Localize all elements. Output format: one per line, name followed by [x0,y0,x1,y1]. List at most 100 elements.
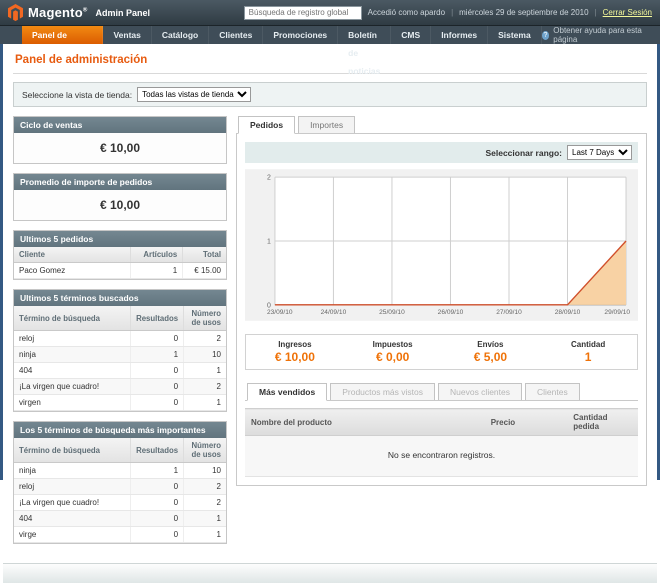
left-column: Ciclo de ventas € 10,00 Promedio de impo… [13,116,227,553]
brand-suffix: Admin Panel [95,8,150,18]
total-ingresos: Ingresos€ 10,00 [246,340,344,364]
column-header-termino-de-busqueda: Término de búsqueda [14,306,131,331]
total-cantidad: Cantidad1 [539,340,637,364]
svg-text:26/09/10: 26/09/10 [438,309,464,316]
box-title: Los 5 términos de búsqueda más important… [14,422,226,438]
app-header: Magento® Admin Panel Accedió como apardo… [0,0,660,26]
total-value: € 10,00 [246,350,344,364]
svg-text:29/09/10: 29/09/10 [604,309,630,316]
table-row: 40401 [14,363,226,379]
total-envios: Envíos€ 5,00 [442,340,540,364]
column-header-cantidad-pedida: Cantidad pedida [567,409,638,436]
tab-productos-mas-vistos: Productos más vistos [330,383,435,400]
box-title: Ultimos 5 términos buscados [14,290,226,306]
last-orders-table: ClienteArtículosTotalPaco Gomez1€ 15.00 [14,247,226,279]
column-header-termino-de-busqueda: Término de búsqueda [14,438,131,463]
table-row: ¡La virgen que cuadro!02 [14,379,226,395]
column-header-numero-de-usos: Número de usos [184,306,226,331]
page-title: Panel de administración [13,52,647,74]
brand-name: Magento® [28,5,87,20]
logged-in-text: Accedió como apardo [368,8,445,17]
header-separator: | [595,8,597,17]
chart-tab-strip: Pedidos Importes [236,116,647,134]
logout-link[interactable]: Cerrar Sesión [603,8,652,17]
nav-item-promociones[interactable]: Promociones [263,26,338,44]
chart-wrap: 01223/09/1024/09/1025/09/1026/09/1027/09… [245,169,638,326]
nav-item-panel-de-administracion[interactable]: Panel de administración [22,26,103,44]
empty-row: No se encontraron registros. [245,436,638,477]
page-footer [3,563,657,583]
main-nav: Panel de administraciónVentasCatálogoCli… [0,26,660,44]
svg-text:25/09/10: 25/09/10 [379,309,405,316]
last-search-terms-box: Ultimos 5 términos buscados Término de b… [13,289,227,412]
tab-importes[interactable]: Importes [298,116,355,133]
nav-item-cms[interactable]: CMS [391,26,431,44]
svg-text:27/09/10: 27/09/10 [496,309,522,316]
nav-item-ventas[interactable]: Ventas [103,26,151,44]
empty-message: No se encontraron registros. [245,436,638,477]
table-row: reloj02 [14,479,226,495]
column-header-resultados: Resultados [131,306,184,331]
total-value: € 0,00 [344,350,442,364]
header-date: miércoles 29 de septiembre de 2010 [459,8,588,17]
svg-text:28/09/10: 28/09/10 [555,309,581,316]
nav-item-informes[interactable]: Informes [431,26,488,44]
bottom-tab-strip: Más vendidosProductos más vistosNuevos c… [245,383,638,401]
dashboard-main: Pedidos Importes Seleccionar rango: Last… [236,116,647,553]
svg-text:24/09/10: 24/09/10 [321,309,347,316]
range-select[interactable]: Last 7 Days [567,145,632,160]
header-right: Accedió como apardo | miércoles 29 de se… [244,6,652,20]
average-order-value: € 10,00 [14,190,226,220]
column-header-articulos: Artículos [131,247,183,263]
total-label: Ingresos [246,340,344,349]
store-view-select[interactable]: Todas las vistas de tienda [137,87,251,102]
last-orders-box: Ultimos 5 pedidos ClienteArtículosTotalP… [13,230,227,280]
store-view-label: Seleccione la vista de tienda: [22,90,132,100]
store-view-bar: Seleccione la vista de tienda: Todas las… [13,82,647,107]
column-header-nombre-del-producto: Nombre del producto [245,409,485,436]
products-table: Nombre del productoPrecioCantidad pedida… [245,408,638,477]
column-header-numero-de-usos: Número de usos [184,438,226,463]
magento-logo-icon [8,4,23,21]
global-search-input[interactable] [244,6,362,20]
total-value: € 5,00 [442,350,540,364]
tab-clientes: Clientes [525,383,580,400]
table-row: ninja110 [14,347,226,363]
table-row: reloj02 [14,331,226,347]
nav-list: Panel de administraciónVentasCatálogoCli… [22,26,542,44]
table-row: ¡La virgen que cuadro!02 [14,495,226,511]
help-icon: ? [542,31,550,40]
column-header-total: Total [183,247,226,263]
table-row: ninja110 [14,463,226,479]
total-label: Impuestos [344,340,442,349]
tab-pedidos[interactable]: Pedidos [238,116,295,134]
tab-mas-vendidos[interactable]: Más vendidos [247,383,327,401]
box-title: Promedio de importe de pedidos [14,174,226,190]
orders-panel: Seleccionar rango: Last 7 Days 01223/09/… [236,134,647,486]
nav-item-clientes[interactable]: Clientes [209,26,263,44]
magento-logo: Magento® Admin Panel [8,4,150,21]
column-header-precio: Precio [485,409,568,436]
nav-item-catalogo[interactable]: Catálogo [152,26,209,44]
total-label: Envíos [442,340,540,349]
help-link[interactable]: ? Obtener ayuda para esta página [542,26,660,44]
table-row: Paco Gomez1€ 15.00 [14,263,226,279]
range-label: Seleccionar rango: [485,148,562,158]
svg-text:1: 1 [267,239,271,246]
totals-row: Ingresos€ 10,00Impuestos€ 0,00Envíos€ 5,… [245,334,638,370]
nav-item-sistema[interactable]: Sistema [488,26,542,44]
total-value: 1 [539,350,637,364]
tab-nuevos-clientes: Nuevos clientes [438,383,522,400]
header-separator: | [451,8,453,17]
average-order-box: Promedio de importe de pedidos € 10,00 [13,173,227,221]
content-frame: Panel de administración Seleccione la vi… [0,44,660,480]
help-label: Obtener ayuda para esta página [553,26,650,44]
total-impuestos: Impuestos€ 0,00 [344,340,442,364]
nav-item-boletin-de-noticias[interactable]: Boletín de noticias [338,26,391,44]
box-title: Ultimos 5 pedidos [14,231,226,247]
svg-text:23/09/10: 23/09/10 [267,309,293,316]
orders-area-chart: 01223/09/1024/09/1025/09/1026/09/1027/09… [245,169,638,321]
range-bar: Seleccionar rango: Last 7 Days [245,142,638,163]
sales-lifetime-box: Ciclo de ventas € 10,00 [13,116,227,164]
column-header-cliente: Cliente [14,247,131,263]
